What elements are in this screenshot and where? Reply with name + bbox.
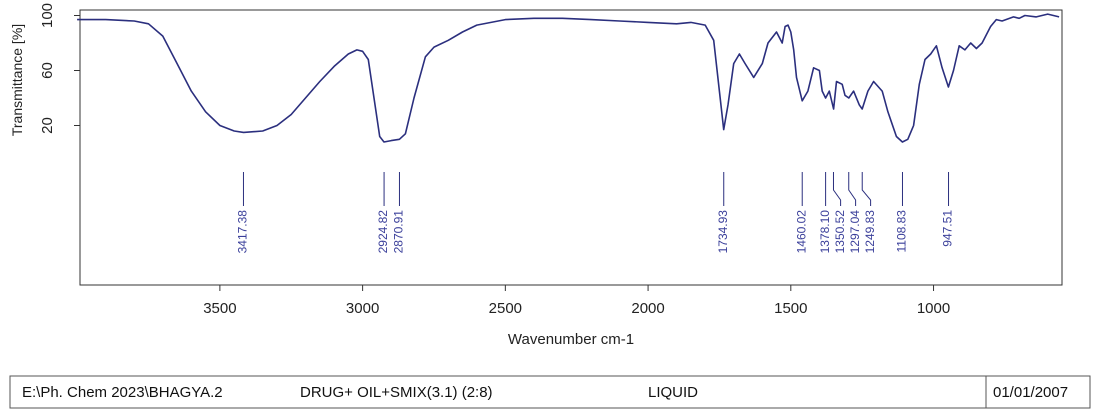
peak-marker xyxy=(861,172,872,206)
footer-sample: DRUG+ OIL+SMIX(3.1) (2:8) xyxy=(300,384,493,401)
peak-label: 1460.02 xyxy=(794,210,808,254)
footer-box xyxy=(9,375,1091,409)
peak-label: 1108.83 xyxy=(895,210,909,253)
footer-path: E:\Ph. Chem 2023\BHAGYA.2 xyxy=(22,384,223,401)
peak-label: 947.51 xyxy=(941,210,955,247)
peak-label: 1378.10 xyxy=(818,210,832,254)
peak-label: 1350.52 xyxy=(833,210,847,254)
x-tick-label: 1500 xyxy=(774,300,807,317)
footer-date: 01/01/2007 xyxy=(993,384,1068,401)
x-tick-label: 3000 xyxy=(346,300,379,317)
x-tick-label: 2500 xyxy=(489,300,522,317)
peak-marker xyxy=(848,172,857,206)
x-axis-label: Wavenumber cm-1 xyxy=(508,331,634,348)
y-tick-label: 100 xyxy=(39,3,56,28)
peak-label: 1297.04 xyxy=(848,210,862,254)
x-tick-label: 2000 xyxy=(631,300,664,317)
footer-state: LIQUID xyxy=(648,384,698,401)
y-axis-label: Transmittance [%] xyxy=(9,24,25,136)
plot-frame xyxy=(79,9,1063,286)
x-tick-label: 3500 xyxy=(203,300,236,317)
peak-label: 1249.83 xyxy=(863,210,877,254)
x-tick-label: 1000 xyxy=(917,300,950,317)
peak-label: 3417.38 xyxy=(236,210,250,254)
peak-marker xyxy=(832,172,842,206)
y-tick-label: 20 xyxy=(39,117,56,134)
peak-label: 2870.91 xyxy=(392,210,406,254)
spectrum-line xyxy=(77,13,1060,143)
peak-label: 2924.82 xyxy=(376,210,390,254)
peak-label: 1734.93 xyxy=(716,210,730,254)
y-tick-label: 60 xyxy=(39,62,56,79)
